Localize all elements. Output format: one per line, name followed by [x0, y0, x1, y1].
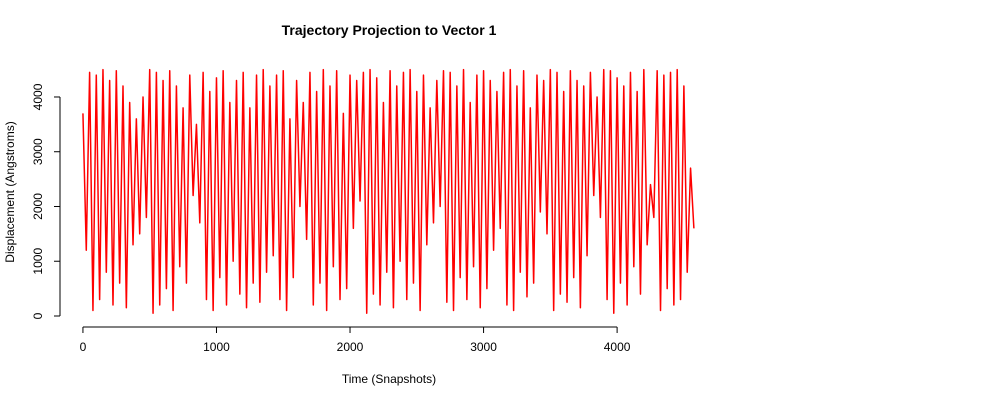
x-tick-label: 4000 [604, 340, 631, 354]
data-line [82, 68, 695, 314]
y-axis-label: Displacement (Angstroms) [3, 121, 17, 262]
y-tick-label: 2000 [31, 193, 45, 220]
x-tick-label: 2000 [337, 340, 364, 354]
x-axis-label: Time (Snapshots) [342, 372, 436, 386]
y-tick-label: 3000 [31, 138, 45, 165]
y-tick-label: 0 [31, 312, 45, 319]
x-tick-label: 0 [80, 340, 87, 354]
chart-title: Trajectory Projection to Vector 1 [282, 22, 497, 38]
y-tick-label: 4000 [31, 83, 45, 110]
y-tick-label: 1000 [31, 248, 45, 275]
x-tick-label: 3000 [470, 340, 497, 354]
x-tick-label: 1000 [203, 340, 230, 354]
